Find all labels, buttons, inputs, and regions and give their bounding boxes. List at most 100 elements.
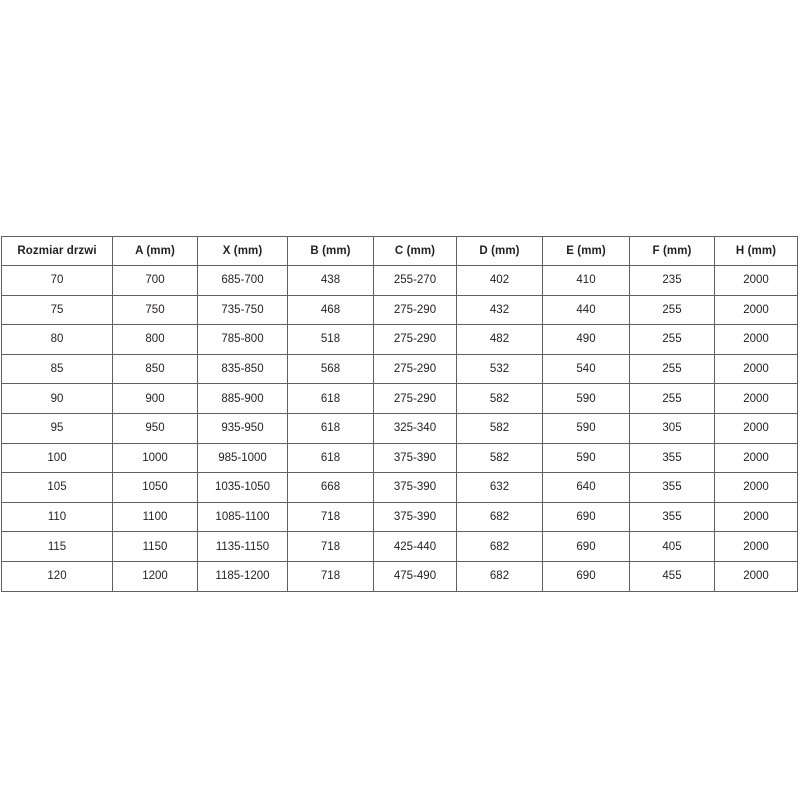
table-cell: 2000 xyxy=(714,383,798,414)
table-row: 70 700 685-700 438 255-270 402 410 235 2000 xyxy=(1,265,798,296)
table-cell: 275-290 xyxy=(373,294,457,326)
table-cell: 582 xyxy=(456,412,543,444)
table-body: 70 700 685-700 438 255-270 402 410 235 2000 75 750… xyxy=(1,265,798,592)
door-size-spec-table: Rozmiar drzwi A (mm) X (mm) B (mm) C (mm) D (… xyxy=(1,236,798,592)
table-header: Rozmiar drzwi A (mm) X (mm) B (mm) C (mm) D (… xyxy=(1,236,798,266)
table-cell: 540 xyxy=(542,353,630,385)
table-cell: 2000 xyxy=(714,531,798,562)
table-cell: 2000 xyxy=(714,442,798,474)
table-row: 105 1050 1035-1050 668 375-390 632 640 355 2000 xyxy=(1,472,798,503)
table-cell: 1035-1050 xyxy=(197,472,288,503)
table-cell: 2000 xyxy=(714,294,798,326)
table-row: 75 750 735-750 468 275-290 432 440 255 2000 xyxy=(1,294,798,326)
column-header: A (mm) xyxy=(112,236,198,266)
row-label-cell: 115 xyxy=(1,531,113,562)
table-cell: 618 xyxy=(287,412,374,444)
table-cell: 455 xyxy=(629,560,715,592)
table-cell: 2000 xyxy=(714,560,798,592)
table-cell: 375-390 xyxy=(373,501,457,533)
table-cell: 685-700 xyxy=(197,265,288,296)
table-cell: 255 xyxy=(629,383,715,414)
table-cell: 985-1000 xyxy=(197,442,288,474)
table-cell: 690 xyxy=(542,501,630,533)
table-row: 80 800 785-800 518 275-290 482 490 255 2000 xyxy=(1,324,798,355)
table-row: 95 950 935-950 618 325-340 582 590 305 2000 xyxy=(1,412,798,444)
table-cell: 1085-1100 xyxy=(197,501,288,533)
row-label-cell: 120 xyxy=(1,560,113,592)
table-cell: 640 xyxy=(542,472,630,503)
row-label-cell: 80 xyxy=(1,324,113,355)
table-cell: 355 xyxy=(629,442,715,474)
table-cell: 835-850 xyxy=(197,353,288,385)
row-label-cell: 85 xyxy=(1,353,113,385)
table-cell: 568 xyxy=(287,353,374,385)
table-cell: 682 xyxy=(456,531,543,562)
row-label-cell: 105 xyxy=(1,472,113,503)
table-cell: 2000 xyxy=(714,501,798,533)
table-cell: 475-490 xyxy=(373,560,457,592)
table-cell: 235 xyxy=(629,265,715,296)
table-cell: 632 xyxy=(456,472,543,503)
table-cell: 482 xyxy=(456,324,543,355)
table-row: 85 850 835-850 568 275-290 532 540 255 2000 xyxy=(1,353,798,385)
table-cell: 2000 xyxy=(714,324,798,355)
table-cell: 375-390 xyxy=(373,472,457,503)
table-row: 90 900 885-900 618 275-290 582 590 255 2000 xyxy=(1,383,798,414)
column-header: C (mm) xyxy=(373,236,457,266)
table-cell: 582 xyxy=(456,442,543,474)
table-cell: 255-270 xyxy=(373,265,457,296)
row-label-cell: 95 xyxy=(1,412,113,444)
column-header: D (mm) xyxy=(456,236,543,266)
table-cell: 2000 xyxy=(714,265,798,296)
table-cell: 718 xyxy=(287,560,374,592)
table-cell: 690 xyxy=(542,560,630,592)
table-cell: 900 xyxy=(112,383,198,414)
table-cell: 618 xyxy=(287,442,374,474)
row-label-cell: 110 xyxy=(1,501,113,533)
table-cell: 402 xyxy=(456,265,543,296)
table-cell: 355 xyxy=(629,501,715,533)
table-cell: 850 xyxy=(112,353,198,385)
table-cell: 950 xyxy=(112,412,198,444)
table-cell: 425-440 xyxy=(373,531,457,562)
table-cell: 1135-1150 xyxy=(197,531,288,562)
table-cell: 590 xyxy=(542,383,630,414)
table-cell: 800 xyxy=(112,324,198,355)
row-label-cell: 75 xyxy=(1,294,113,326)
table-cell: 255 xyxy=(629,324,715,355)
table-cell: 618 xyxy=(287,383,374,414)
table-cell: 440 xyxy=(542,294,630,326)
table-cell: 275-290 xyxy=(373,324,457,355)
table-row: 115 1150 1135-1150 718 425-440 682 690 405 2000 xyxy=(1,531,798,562)
table-cell: 690 xyxy=(542,531,630,562)
table-cell: 305 xyxy=(629,412,715,444)
table-cell: 255 xyxy=(629,353,715,385)
table-cell: 490 xyxy=(542,324,630,355)
row-label-cell: 70 xyxy=(1,265,113,296)
column-header: H (mm) xyxy=(714,236,798,266)
table-cell: 682 xyxy=(456,560,543,592)
table-cell: 375-390 xyxy=(373,442,457,474)
table-cell: 532 xyxy=(456,353,543,385)
table-cell: 1185-1200 xyxy=(197,560,288,592)
table-cell: 2000 xyxy=(714,472,798,503)
row-label-cell: 100 xyxy=(1,442,113,474)
table-cell: 1000 xyxy=(112,442,198,474)
table-cell: 700 xyxy=(112,265,198,296)
table-cell: 468 xyxy=(287,294,374,326)
table-header-row: Rozmiar drzwi A (mm) X (mm) B (mm) C (mm) D (… xyxy=(1,236,798,266)
table-cell: 1100 xyxy=(112,501,198,533)
table-cell: 275-290 xyxy=(373,353,457,385)
table-cell: 718 xyxy=(287,531,374,562)
table-cell: 2000 xyxy=(714,353,798,385)
column-header: E (mm) xyxy=(542,236,630,266)
column-header: Rozmiar drzwi xyxy=(1,236,113,266)
column-header: F (mm) xyxy=(629,236,715,266)
table-cell: 668 xyxy=(287,472,374,503)
table-cell: 2000 xyxy=(714,412,798,444)
table-cell: 438 xyxy=(287,265,374,296)
table-cell: 885-900 xyxy=(197,383,288,414)
table-cell: 935-950 xyxy=(197,412,288,444)
table-cell: 785-800 xyxy=(197,324,288,355)
table-cell: 590 xyxy=(542,442,630,474)
